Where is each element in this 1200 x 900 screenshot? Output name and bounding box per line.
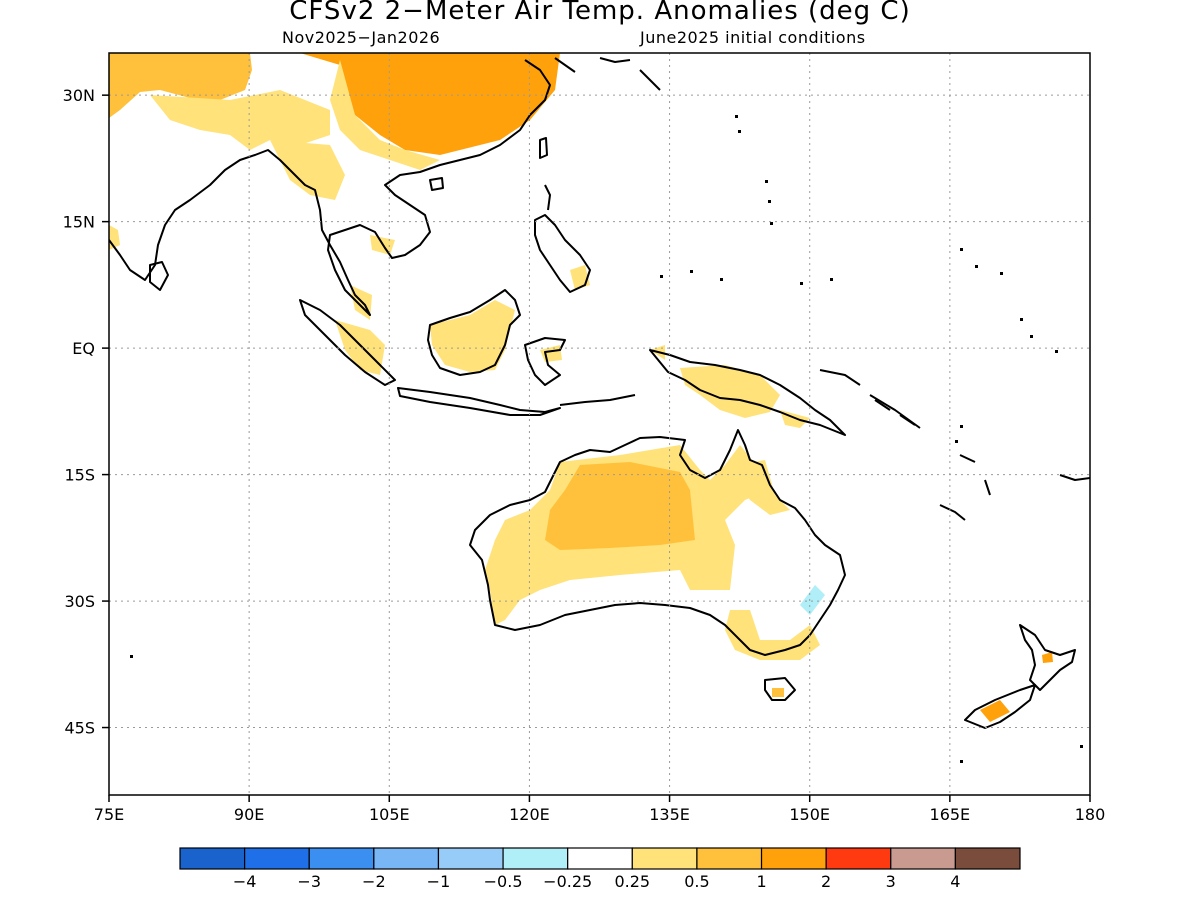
colorbar-label: −0.25 — [543, 872, 592, 891]
anomaly-region-australia-east — [735, 460, 790, 515]
map-frame — [108, 52, 1091, 796]
anomaly-region-indochina — [270, 140, 345, 200]
colorbar-swatch — [760, 847, 827, 870]
axis-labels: 75E 90E 105E 120E 135E 150E 165E 180 30N 15N EQ 15S… — [63, 86, 1106, 824]
graticule — [109, 53, 1090, 795]
coastline-philippines — [534, 184, 591, 293]
colorbar: −4 −3 −2 −1 −0.5 −0.25 0.25 0.5 1 2 3 4 — [179, 847, 1021, 891]
lat-tick-label: 30N — [63, 86, 95, 105]
lon-tick-label: 75E — [94, 805, 124, 824]
coastline-sumatra — [299, 299, 396, 386]
coastline-korea-japan — [554, 57, 661, 91]
coastline-australia — [469, 429, 846, 656]
anomaly-region-tibet — [150, 90, 330, 150]
colorbar-label: 0.25 — [614, 872, 650, 891]
anomaly-region-central-asia — [109, 53, 252, 118]
lat-tick-label: 15S — [64, 466, 95, 485]
coastline-asia — [109, 59, 551, 316]
colorbar-swatch — [437, 847, 504, 870]
colorbar-label: 2 — [821, 872, 831, 891]
coastline-borneo — [427, 289, 521, 376]
map-title: CFSv2 2−Meter Air Temp. Anomalies (deg C… — [289, 0, 911, 26]
anomaly-region-china-rim — [330, 60, 440, 170]
coastline-hainan — [429, 177, 444, 191]
coastline-sri-lanka — [149, 261, 169, 291]
coastline-taiwan — [539, 137, 548, 159]
colorbar-swatch — [825, 847, 892, 870]
lon-tick-label: 150E — [789, 805, 830, 824]
lon-tick-label: 90E — [234, 805, 264, 824]
colorbar-swatch — [179, 847, 246, 870]
coastlines — [109, 57, 1090, 729]
coastline-new-guinea — [649, 349, 846, 436]
forecast-period: Nov2025−Jan2026 — [282, 28, 441, 47]
colorbar-label: −4 — [233, 872, 257, 891]
anomaly-shading — [109, 53, 1053, 722]
anomaly-region-nz-south — [980, 700, 1010, 722]
colorbar-label: 1 — [756, 872, 766, 891]
coastline-nz-south — [964, 684, 1036, 729]
lon-tick-label: 120E — [509, 805, 550, 824]
coastline-tasmania — [764, 677, 796, 701]
anomaly-region-tasmania — [772, 688, 784, 697]
pacific-island-dots — [130, 115, 1083, 763]
coastline-lesser-sunda — [559, 394, 636, 406]
initial-conditions: June2025 initial conditions — [640, 28, 866, 47]
coastline-sulawesi — [524, 337, 566, 386]
colorbar-label: 0.5 — [684, 872, 709, 891]
anomaly-region-sulawesi — [540, 345, 562, 362]
anomaly-region-china — [300, 53, 560, 155]
colorbar-swatch — [696, 847, 763, 870]
coastline-nz-north — [1019, 624, 1076, 691]
colorbar-label: −0.5 — [484, 872, 523, 891]
coastline-java — [397, 387, 561, 416]
lat-tick-label: 15N — [63, 213, 95, 232]
lon-tick-label: 165E — [930, 805, 971, 824]
colorbar-swatch — [567, 847, 633, 870]
anomaly-region-new-guinea — [650, 345, 780, 418]
colorbar-swatch — [631, 847, 698, 870]
colorbar-label: −3 — [297, 872, 321, 891]
colorbar-label: −2 — [362, 872, 386, 891]
colorbar-swatch — [502, 847, 569, 870]
colorbar-swatch — [373, 847, 440, 870]
anomaly-region-nz-north — [1042, 652, 1053, 663]
lat-tick-label: 30S — [64, 592, 95, 611]
colorbar-label: −1 — [427, 872, 451, 891]
colorbar-swatch — [244, 847, 310, 870]
anomaly-region-borneo — [430, 300, 515, 372]
lat-tick-label: 45S — [64, 719, 95, 738]
colorbar-label: 4 — [950, 872, 960, 891]
lon-tick-label: 135E — [649, 805, 690, 824]
lat-tick-label: EQ — [72, 339, 95, 358]
lon-tick-label: 180 — [1075, 805, 1106, 824]
colorbar-swatch — [954, 847, 1021, 870]
colorbar-swatch — [308, 847, 375, 870]
anomaly-region-australia-core — [545, 462, 695, 550]
colorbar-swatch — [890, 847, 956, 870]
anomaly-region-australia-cool — [800, 585, 825, 615]
lon-tick-label: 105E — [369, 805, 410, 824]
colorbar-label: 3 — [886, 872, 896, 891]
coastline-pacific-islands — [874, 399, 1090, 521]
